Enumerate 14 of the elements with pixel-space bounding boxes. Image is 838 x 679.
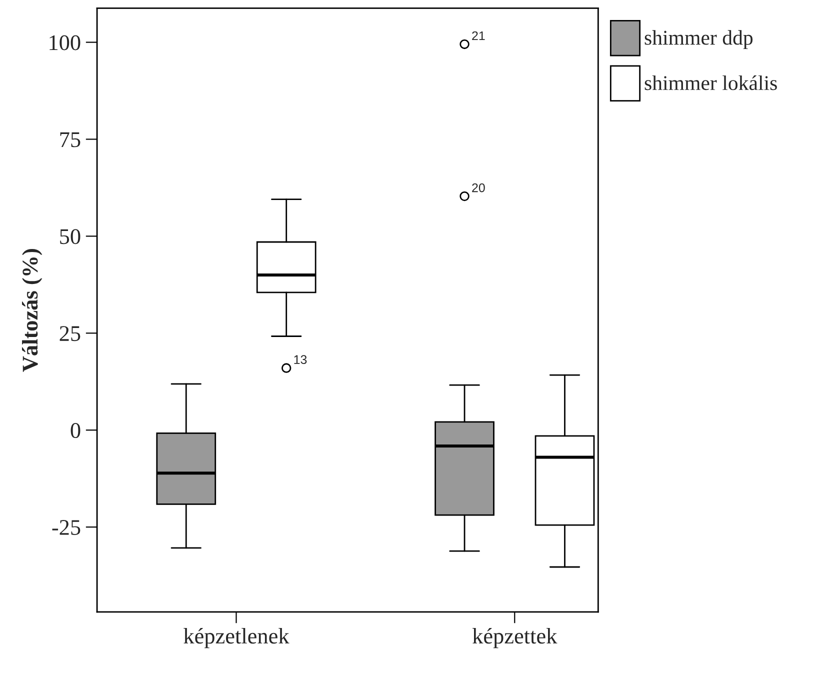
y-tick-label: 0 xyxy=(70,423,80,438)
x-tick-label: képzetlenek xyxy=(184,628,290,648)
x-tick-label: képzettek xyxy=(472,628,558,648)
y-axis-title: Változás (%) xyxy=(22,249,42,372)
legend-label: shimmer lokális xyxy=(644,75,777,90)
y-tick-label: 50 xyxy=(60,229,80,244)
y-tick-label: 100 xyxy=(50,35,80,50)
annotation: 20 xyxy=(472,183,485,192)
y-tick-label: 25 xyxy=(60,326,80,342)
legend-label: shimmer ddp xyxy=(644,30,753,50)
y-tick-label: -25 xyxy=(52,520,80,535)
annotation: 21 xyxy=(472,31,485,40)
y-tick-label: 75 xyxy=(60,132,80,148)
annotation: 13 xyxy=(294,355,307,364)
